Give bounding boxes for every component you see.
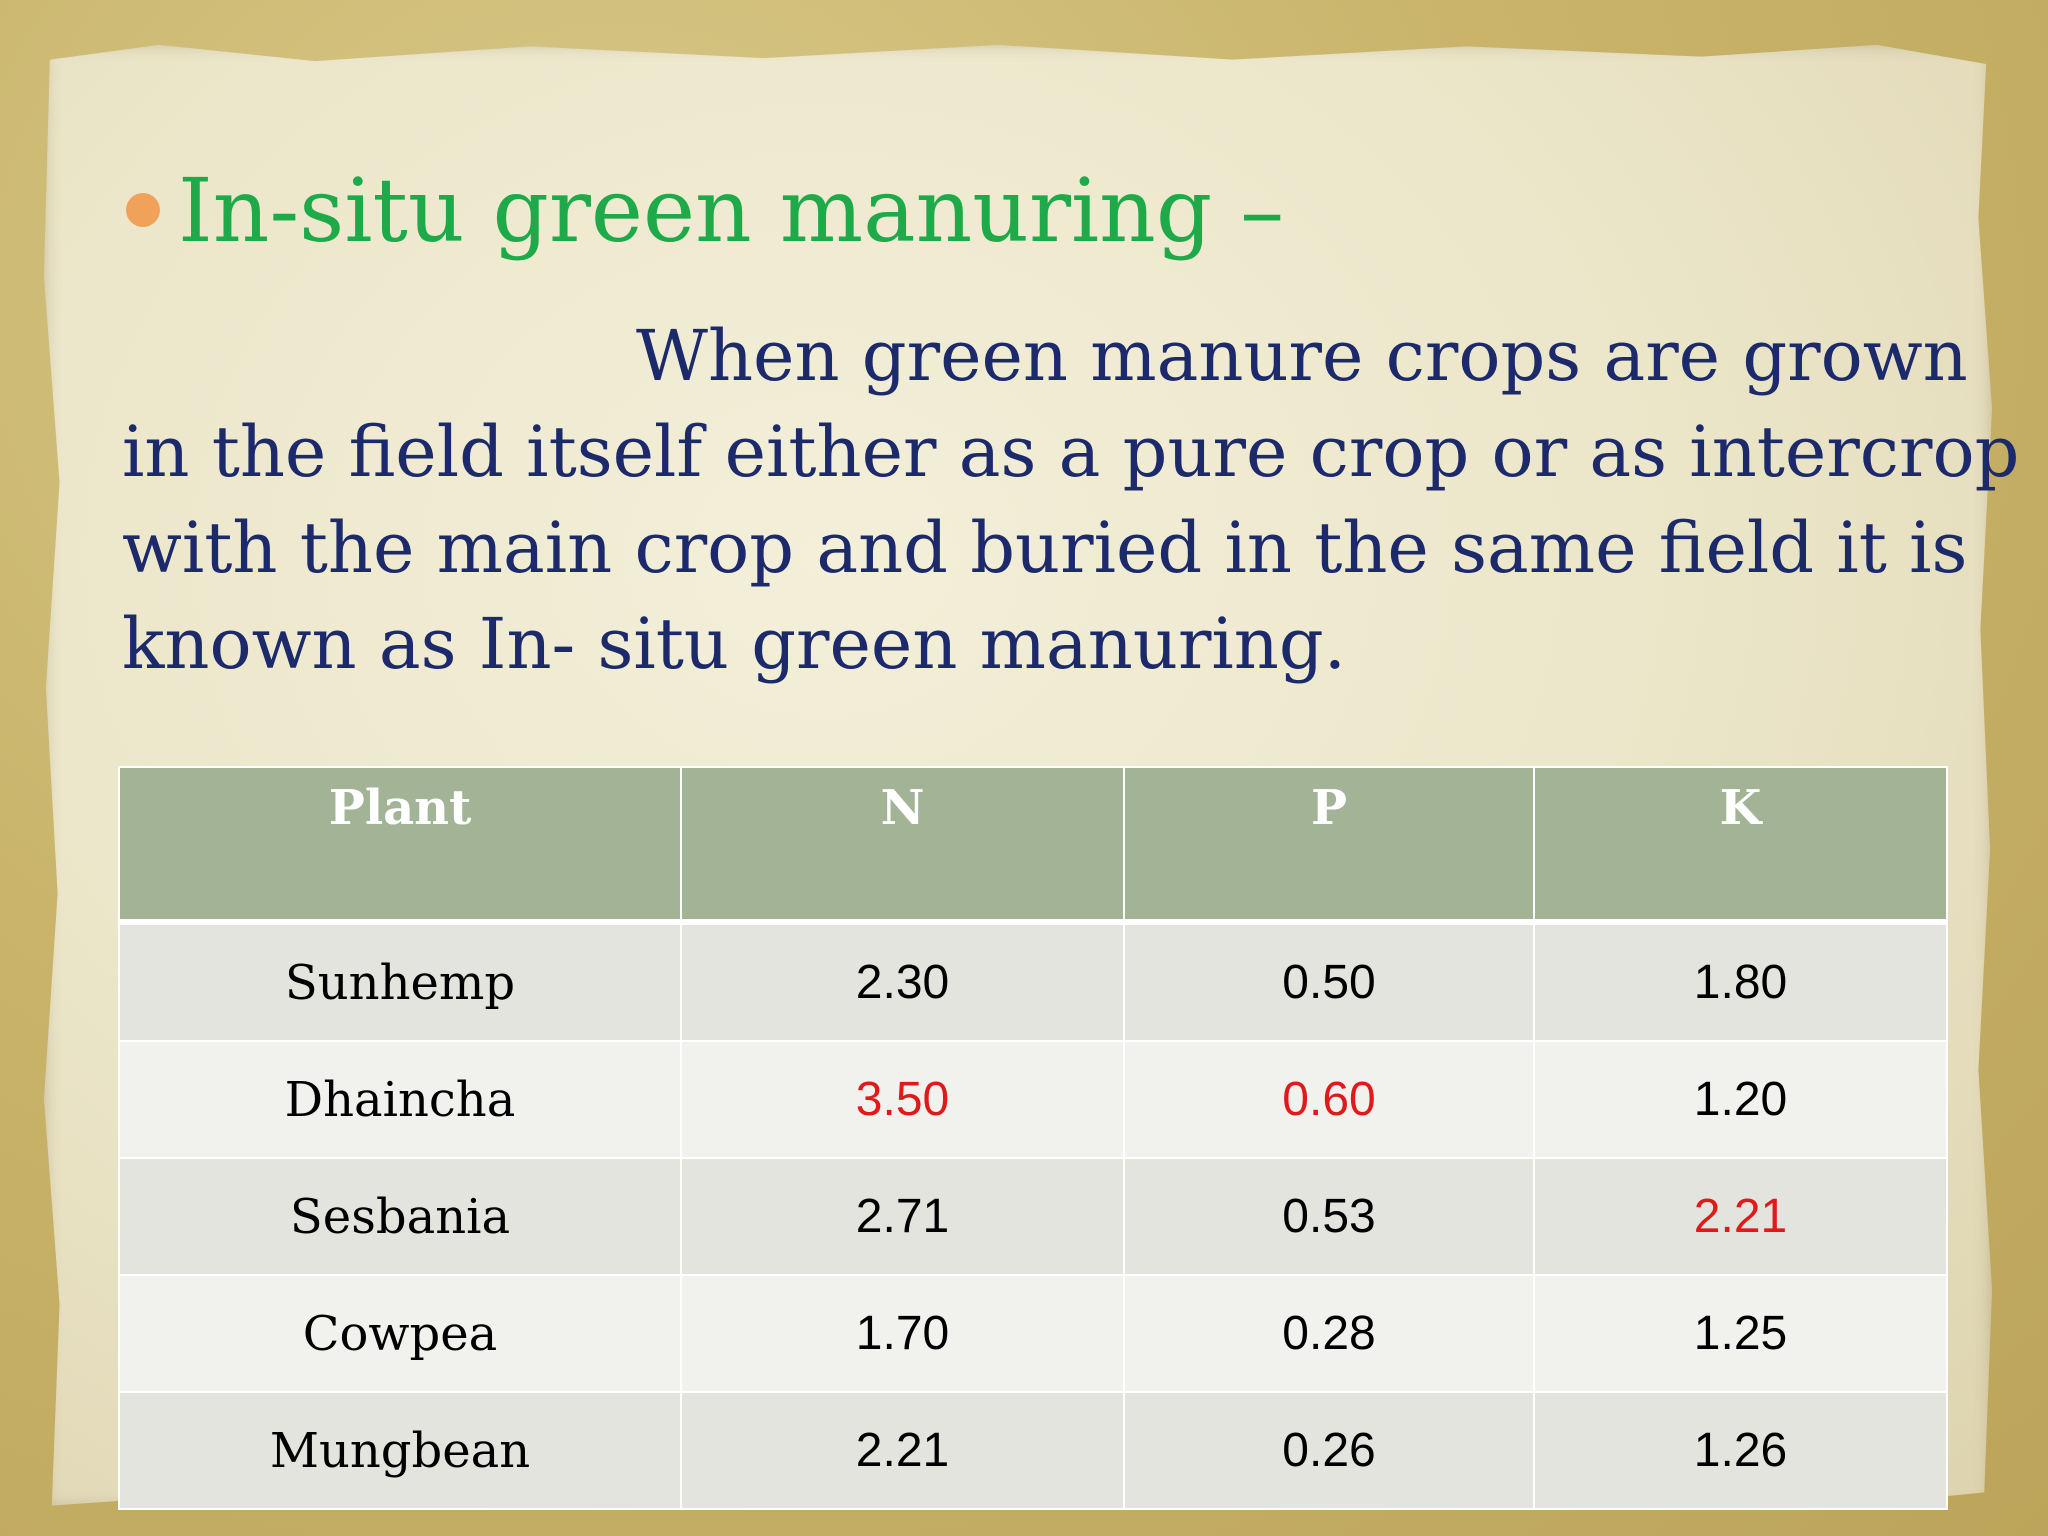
cell-k: 1.25 (1533, 1274, 1948, 1393)
body-line: known as In- situ green manuring. (122, 603, 1346, 685)
cell-n-highlight: 3.50 (680, 1040, 1125, 1159)
body-line: with the main crop and buried in the sam… (122, 507, 1968, 589)
cell-k: 1.80 (1533, 921, 1948, 1042)
table-row: Sunhemp 2.30 0.50 1.80 (118, 921, 1948, 1042)
cell-p: 0.28 (1123, 1274, 1535, 1393)
cell-k-highlight: 2.21 (1533, 1157, 1948, 1276)
cell-k: 1.20 (1533, 1040, 1948, 1159)
cell-p: 0.53 (1123, 1157, 1535, 1276)
table-header-row: Plant N P K (118, 766, 1948, 925)
header-p: P (1123, 766, 1535, 925)
cell-plant: Sunhemp (118, 921, 682, 1042)
header-plant: Plant (118, 766, 682, 925)
cell-p: 0.50 (1123, 921, 1535, 1042)
cell-n: 2.71 (680, 1157, 1125, 1276)
table-row: Sesbania 2.71 0.53 2.21 (118, 1157, 1948, 1276)
slide-body: When green manure crops are grown in the… (122, 308, 2020, 692)
cell-n: 2.21 (680, 1391, 1125, 1510)
table-row: Mungbean 2.21 0.26 1.26 (118, 1391, 1948, 1510)
cell-plant: Dhaincha (118, 1040, 682, 1159)
table-row: Cowpea 1.70 0.28 1.25 (118, 1274, 1948, 1393)
cell-k: 1.26 (1533, 1391, 1948, 1510)
cell-p-highlight: 0.60 (1123, 1040, 1535, 1159)
slide-title-text: In-situ green manuring – (178, 158, 1285, 262)
cell-plant: Cowpea (118, 1274, 682, 1393)
nutrient-table: Plant N P K Sunhemp 2.30 0.50 1.80 Dhain… (118, 766, 1948, 1510)
header-n: N (680, 766, 1125, 925)
cell-plant: Mungbean (118, 1391, 682, 1510)
cell-p: 0.26 (1123, 1391, 1535, 1510)
header-k: K (1533, 766, 1948, 925)
body-line: in the field itself either as a pure cro… (122, 411, 2020, 493)
slide-title: In-situ green manuring – (126, 150, 1284, 270)
cell-plant: Sesbania (118, 1157, 682, 1276)
cell-n: 2.30 (680, 921, 1125, 1042)
table-row: Dhaincha 3.50 0.60 1.20 (118, 1040, 1948, 1159)
body-line: When green manure crops are grown (636, 315, 1968, 397)
cell-n: 1.70 (680, 1274, 1125, 1393)
bullet-icon (126, 193, 160, 227)
